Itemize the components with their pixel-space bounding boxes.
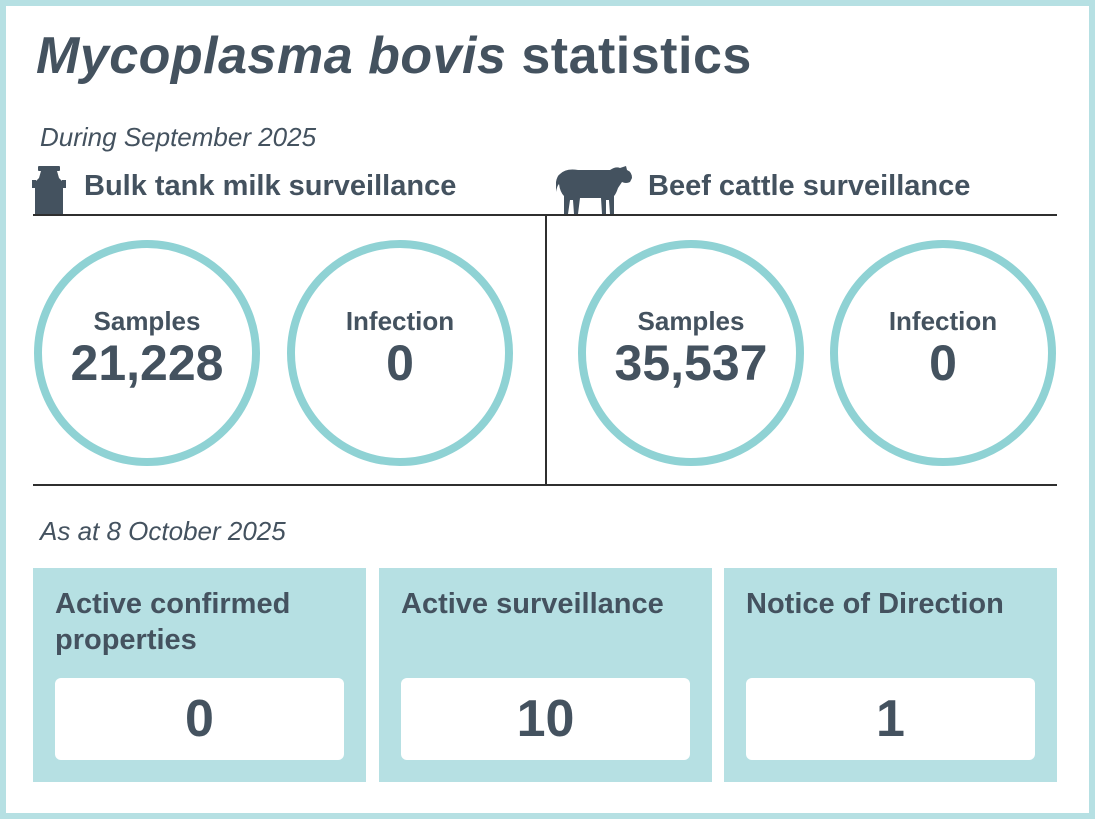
title-rest: statistics — [506, 27, 752, 85]
panel-label: Active surveillance — [401, 588, 664, 620]
divider-vertical — [545, 215, 547, 485]
panel-label: Notice of Direction — [746, 588, 1004, 620]
cow-icon — [556, 166, 632, 214]
stat-value: 0 — [386, 335, 414, 392]
stat-label: Samples — [637, 306, 745, 337]
panel-active-surveillance: Active surveillance 10 — [379, 568, 712, 782]
panel-label: Active confirmed properties — [55, 588, 291, 656]
period-label-october: As at 8 October 2025 — [40, 516, 286, 546]
panel-value: 0 — [55, 678, 344, 760]
stat-value: 0 — [929, 335, 957, 392]
stat-label: Infection — [345, 306, 455, 337]
stat-circle-milk-infection: Infection 0 — [287, 240, 513, 466]
stat-circle-beef-infection: Infection 0 — [830, 240, 1056, 466]
panel-notice-of-direction: Notice of Direction 1 — [724, 568, 1057, 782]
panel-value: 10 — [401, 678, 690, 760]
panel-active-confirmed: Active confirmed properties 0 — [33, 568, 366, 782]
stat-value: 35,537 — [614, 335, 768, 392]
section-heading-beef-cattle: Beef cattle surveillance — [648, 170, 971, 202]
divider-bottom — [33, 484, 1057, 486]
section-heading-bulk-milk: Bulk tank milk surveillance — [84, 170, 457, 202]
page-title: Mycoplasma bovis statistics — [36, 26, 752, 86]
stat-circle-milk-samples: Samples 21,228 — [34, 240, 260, 466]
stat-value: 21,228 — [70, 335, 224, 392]
stat-label: Infection — [888, 306, 998, 337]
title-species: Mycoplasma bovis — [36, 27, 507, 85]
stat-label: Samples — [93, 306, 201, 337]
panel-value: 1 — [746, 678, 1035, 760]
stat-circle-beef-samples: Samples 35,537 — [578, 240, 804, 466]
period-label-september: During September 2025 — [40, 122, 317, 152]
milk-churn-icon — [32, 166, 66, 214]
